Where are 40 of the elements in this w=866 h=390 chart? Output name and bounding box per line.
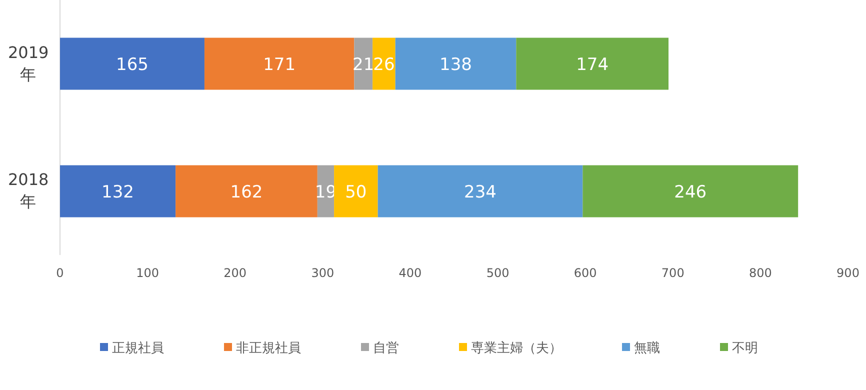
legend-label: 非正規社員: [236, 341, 301, 356]
data-label: 138: [440, 54, 472, 75]
x-tick-label: 100: [136, 266, 160, 280]
y-tick-label: 2018年: [8, 169, 49, 214]
data-label: 171: [263, 54, 296, 75]
legend-label: 専業主婦（夫）: [471, 340, 562, 356]
data-label: 174: [576, 54, 609, 75]
legend-label: 自営: [373, 341, 399, 356]
x-tick-label: 200: [224, 266, 247, 280]
bar: [516, 38, 669, 90]
不明: 174 246: [516, 38, 798, 218]
data-label: 165: [116, 54, 148, 75]
x-tick-label: 700: [661, 266, 684, 280]
x-tick-label: 0: [56, 266, 64, 280]
data-label: 234: [464, 182, 496, 202]
bar: [372, 38, 396, 90]
x-tick-label: 300: [311, 266, 334, 280]
bar: [378, 165, 583, 218]
x-tick-label: 800: [748, 266, 772, 280]
正規社員: 165 132: [60, 38, 204, 218]
bar: [334, 165, 378, 218]
bar: [60, 165, 176, 218]
bar: [60, 38, 204, 90]
legend-label: 正規社員: [112, 341, 164, 356]
legend-label: 無職: [634, 341, 660, 356]
x-tick-label: 600: [574, 266, 597, 280]
bar: [176, 165, 318, 218]
bar: [204, 38, 354, 90]
data-label: 162: [230, 182, 263, 202]
y-tick-label: 2019年: [8, 42, 49, 86]
bar: [395, 38, 516, 90]
data-label: 246: [674, 182, 707, 202]
x-tick-label: 400: [398, 266, 422, 280]
data-label: 132: [102, 182, 134, 202]
x-tick-label: 900: [836, 266, 860, 280]
data-label: 50: [345, 182, 367, 202]
x-tick-label: 500: [486, 266, 510, 280]
data-label: 26: [373, 54, 395, 75]
legend-label: 不明: [732, 341, 758, 356]
bar: [582, 165, 798, 218]
